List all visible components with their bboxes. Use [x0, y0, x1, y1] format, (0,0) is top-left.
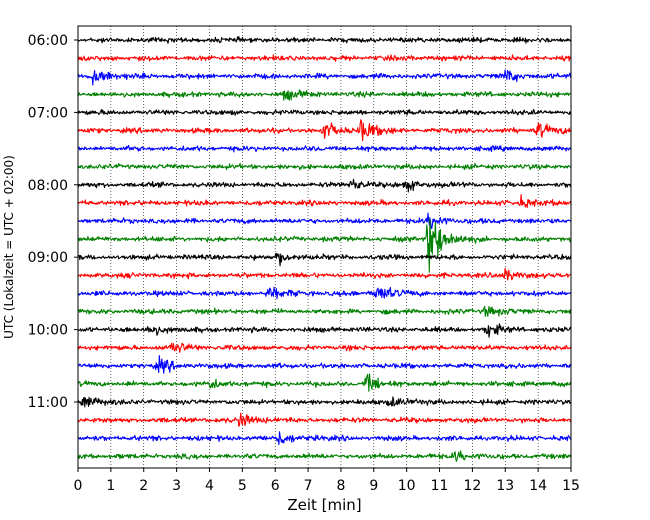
x-tick-label: 2: [139, 478, 148, 494]
seismic-trace-0600: [77, 36, 572, 44]
y-tick-label: 07:00: [28, 105, 68, 121]
x-tick-label: 7: [304, 478, 313, 494]
seismic-trace-0700: [77, 109, 572, 116]
x-tick-label: 4: [205, 478, 214, 494]
x-tick-label: 13: [496, 478, 514, 494]
seismic-trace-1100: [77, 396, 572, 408]
seismic-trace-0830: [77, 212, 572, 230]
x-tick-label: 1: [106, 478, 115, 494]
seismic-trace-0730: [78, 144, 572, 153]
x-tick-label: 14: [529, 478, 547, 494]
x-tick-label: 5: [238, 478, 247, 494]
seismic-traces: [77, 36, 572, 462]
seismic-trace-1030: [77, 355, 572, 374]
x-axis-ticks: 0 1 2 3 4 5 6 7 8 9 10 11 12 13 14 15: [74, 468, 580, 494]
seismic-trace-0930: [77, 286, 572, 300]
y-tick-label: 09:00: [28, 250, 68, 266]
seismic-trace-0715: [77, 119, 572, 142]
seismic-trace-0615: [77, 54, 572, 62]
seismic-trace-0645: [77, 89, 572, 101]
x-tick-label: 10: [398, 478, 416, 494]
seismic-trace-1115: [77, 412, 572, 427]
seismic-trace-0815: [77, 193, 572, 209]
seismic-trace-0800: [77, 178, 572, 193]
x-tick-label: 3: [172, 478, 181, 494]
x-tick-label: 8: [336, 478, 345, 494]
seismic-trace-1000: [77, 323, 572, 338]
seismic-trace-0900: [77, 252, 572, 267]
x-tick-label: 11: [431, 478, 449, 494]
plot-background: [78, 26, 571, 468]
x-tick-label: 0: [74, 478, 83, 494]
seismic-trace-1145: [78, 450, 572, 462]
seismic-trace-0630: [77, 69, 572, 86]
seismic-trace-0945: [77, 305, 572, 317]
x-axis-title: Zeit [min]: [287, 496, 361, 514]
seismic-trace-1130: [77, 431, 572, 446]
seismic-trace-0745: [77, 162, 572, 171]
x-tick-label: 12: [463, 478, 481, 494]
y-axis-title: UTC (Lokalzeit = UTC + 02:00): [2, 155, 16, 339]
seismic-trace-1045: [77, 373, 572, 392]
seismic-trace-0845: [77, 218, 572, 273]
plot-frame: [77, 25, 572, 469]
seismic-trace-0915: [77, 267, 572, 281]
seismic-trace-1015: [77, 342, 572, 353]
y-axis-ticks: 06:00 07:00 08:00 09:00 10:00 11:00: [28, 33, 78, 411]
x-tick-label: 9: [369, 478, 378, 494]
y-tick-label: 10:00: [28, 323, 68, 339]
y-tick-label: 11:00: [28, 395, 68, 411]
x-tick-label: 6: [271, 478, 280, 494]
x-tick-label: 15: [562, 478, 580, 494]
y-tick-label: 06:00: [28, 33, 68, 49]
y-tick-label: 08:00: [28, 178, 68, 194]
